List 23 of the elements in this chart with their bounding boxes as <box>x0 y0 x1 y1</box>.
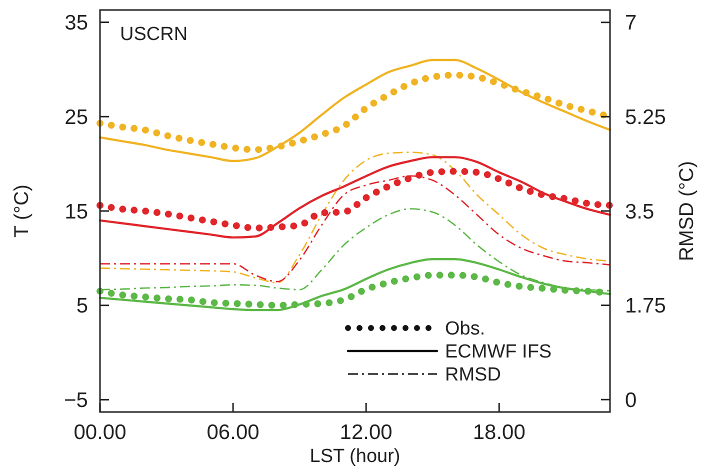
y-tick-label: 25 <box>64 106 88 129</box>
y-tick-label: 35 <box>64 12 88 35</box>
y-axis-title: T (°C) <box>11 184 33 238</box>
x-tick-label: 00.00 <box>74 421 126 444</box>
x-tick-label: 06.00 <box>206 421 260 444</box>
x-axis-title: LST (hour) <box>310 446 400 467</box>
y2-tick-label: 1.75 <box>625 294 666 318</box>
y-tick-label: 15 <box>64 200 88 224</box>
y2-tick-label: 0 <box>625 388 637 412</box>
annotation: ECMWF IFS <box>445 342 552 363</box>
y-tick-label: −5 <box>64 389 88 412</box>
annotation: Obs. <box>445 318 486 340</box>
line-series <box>98 156 612 239</box>
y2-axis-title: RMSD (°C) <box>676 160 698 262</box>
annotation: RMSD <box>445 364 501 386</box>
y2-tick-label: 3.5 <box>625 200 654 224</box>
y2-tick-label: 5.25 <box>625 106 666 130</box>
text: USCRN <box>120 24 188 45</box>
y-tick-label: 5 <box>76 294 88 318</box>
x-tick-label: 12.00 <box>340 421 392 444</box>
x-tick-label: 18.00 <box>472 421 526 444</box>
y2-tick-label: 7 <box>625 12 637 35</box>
line-series <box>98 58 612 162</box>
